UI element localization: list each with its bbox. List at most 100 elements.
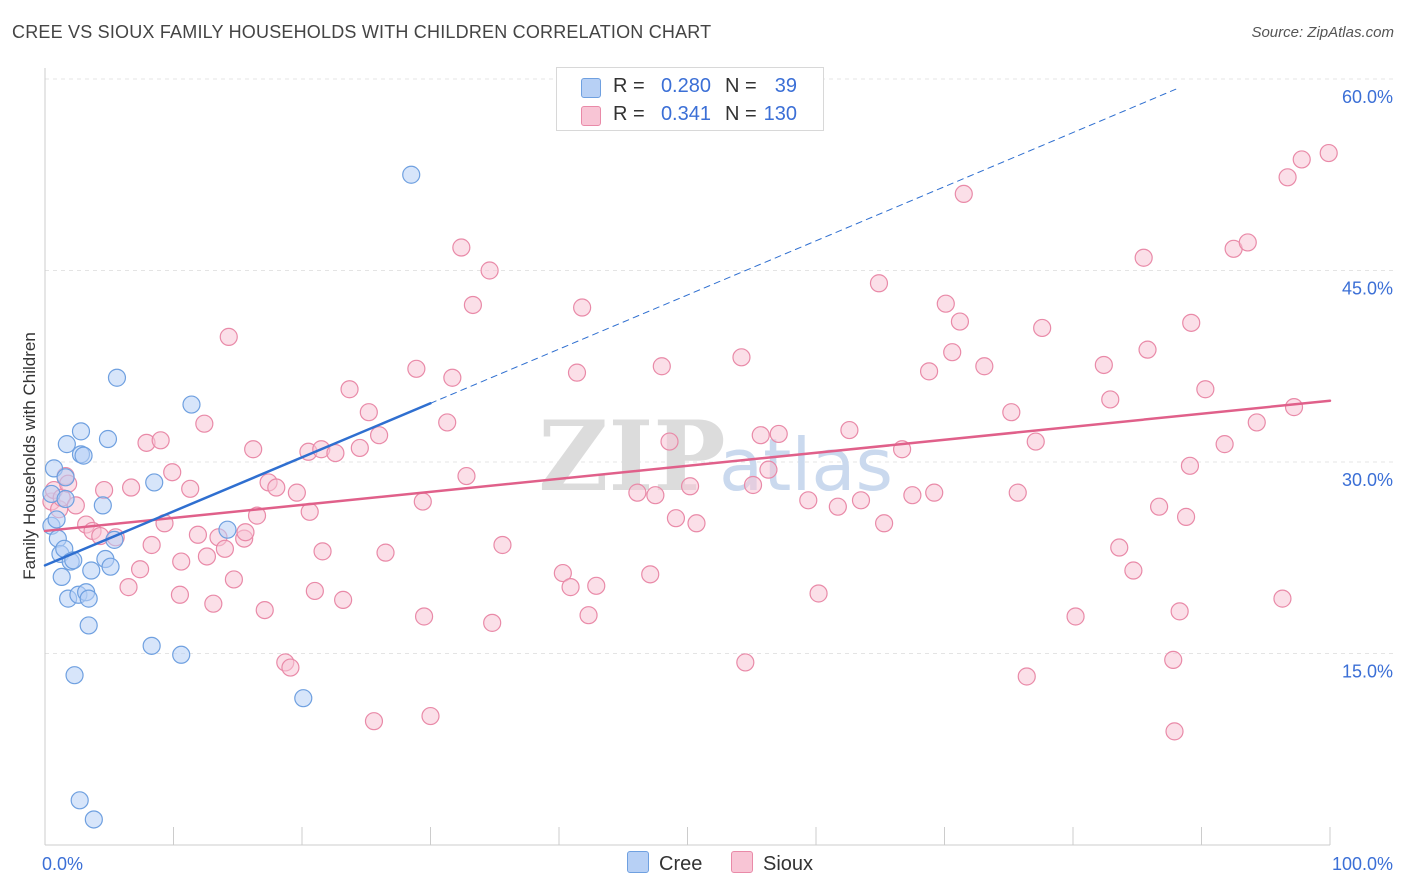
sioux-point: [573, 298, 592, 317]
sioux-point: [95, 480, 114, 500]
sioux-point: [413, 492, 432, 511]
sioux-swatch: [731, 851, 753, 873]
sioux-point: [579, 606, 598, 625]
sioux-point: [287, 483, 306, 502]
cree-point: [294, 689, 313, 708]
sioux-point: [851, 491, 871, 510]
sioux-trend-line: [43, 399, 1332, 533]
sioux-point: [652, 357, 671, 376]
cree-point: [145, 473, 164, 492]
sioux-point: [142, 535, 161, 555]
sioux-points: [42, 143, 1338, 741]
sioux-point: [869, 274, 889, 293]
sioux-point: [950, 312, 970, 331]
cree-point: [56, 489, 75, 509]
sioux-point: [1238, 233, 1257, 252]
cree-point: [402, 165, 421, 184]
sioux-point: [334, 590, 353, 609]
sioux-point: [443, 368, 462, 387]
sioux-point: [1134, 248, 1153, 267]
n-label: N =: [725, 103, 757, 125]
sioux-point: [903, 486, 922, 505]
sioux-point: [799, 491, 818, 510]
sioux-point: [350, 438, 369, 458]
sioux-point: [281, 658, 300, 677]
cree-point: [101, 557, 120, 576]
sioux-point: [769, 424, 788, 444]
sioux-point: [1017, 667, 1036, 686]
sioux-point: [743, 475, 763, 495]
cree-point: [218, 520, 237, 539]
sioux-point: [875, 514, 894, 533]
sioux-point: [759, 460, 778, 479]
sioux-point: [1176, 507, 1196, 526]
trend-lines: [43, 88, 1332, 567]
sioux-point: [1066, 607, 1085, 626]
y-tick-label: 45.0%: [1342, 279, 1393, 299]
r-label: R =: [613, 75, 645, 97]
cree-point: [56, 468, 75, 487]
x-tick-label: 100.0%: [1332, 854, 1393, 874]
sioux-point: [188, 525, 208, 544]
sioux-point: [751, 426, 770, 445]
sioux-point: [215, 539, 234, 558]
sioux-point: [1180, 456, 1200, 475]
sioux-point: [359, 403, 378, 422]
sioux-point: [370, 426, 389, 445]
cree-point: [142, 636, 161, 655]
sioux-point: [975, 357, 994, 376]
r-label: R =: [613, 103, 645, 125]
legend-item-cree[interactable]: Cree: [627, 851, 702, 876]
sioux-point: [195, 414, 214, 433]
sioux-point: [1247, 413, 1266, 432]
sioux-point: [247, 506, 267, 525]
source-label: Source: ZipAtlas.com: [1251, 24, 1394, 41]
cree-point: [93, 496, 112, 515]
sioux-point: [172, 552, 191, 571]
sioux-point: [493, 535, 512, 555]
y-tick-label: 30.0%: [1342, 470, 1393, 490]
sioux-point: [483, 613, 502, 632]
sioux-point: [204, 594, 223, 613]
sioux-point: [1278, 168, 1297, 187]
sioux-point: [305, 581, 324, 601]
sioux-point: [457, 466, 476, 486]
cree-swatch: [581, 78, 601, 98]
sioux-point: [943, 343, 962, 362]
sioux-point: [809, 584, 828, 603]
sioux-point: [407, 359, 426, 378]
tick-labels: 15.0% 30.0% 45.0% 60.0% 0.0% 100.0%: [42, 87, 1393, 874]
x-tick-label: 0.0%: [42, 854, 83, 874]
cree-point: [52, 567, 71, 587]
gridlines: [45, 78, 1395, 654]
sioux-point: [1170, 602, 1189, 621]
r-value: 0.280: [660, 75, 711, 97]
cree-point: [47, 510, 66, 529]
sioux-point: [732, 348, 751, 367]
sioux-point: [1182, 313, 1201, 332]
legend-item-sioux[interactable]: Sioux: [731, 851, 813, 876]
sioux-point: [660, 432, 679, 451]
sioux-point: [364, 712, 384, 731]
sioux-point: [925, 483, 944, 502]
sioux-point: [736, 653, 755, 672]
sioux-point: [553, 563, 572, 583]
sioux-point: [1138, 340, 1157, 359]
sioux-point: [1284, 398, 1304, 417]
sioux-point: [567, 363, 587, 382]
sioux-point: [313, 542, 332, 561]
sioux-point: [641, 565, 660, 584]
sioux-point: [1124, 561, 1143, 580]
sioux-point: [452, 238, 471, 257]
cree-point: [79, 616, 98, 635]
sioux-point: [170, 585, 190, 604]
sioux-point: [219, 327, 238, 346]
sioux-point: [255, 600, 274, 620]
cree-point: [107, 368, 127, 387]
sioux-point: [197, 547, 217, 566]
n-label: N =: [725, 75, 757, 97]
legend-row-sioux: R = 0.341 N = 130: [557, 100, 823, 130]
sioux-point: [244, 440, 263, 459]
cree-point: [172, 645, 191, 664]
sioux-point: [1101, 390, 1120, 409]
